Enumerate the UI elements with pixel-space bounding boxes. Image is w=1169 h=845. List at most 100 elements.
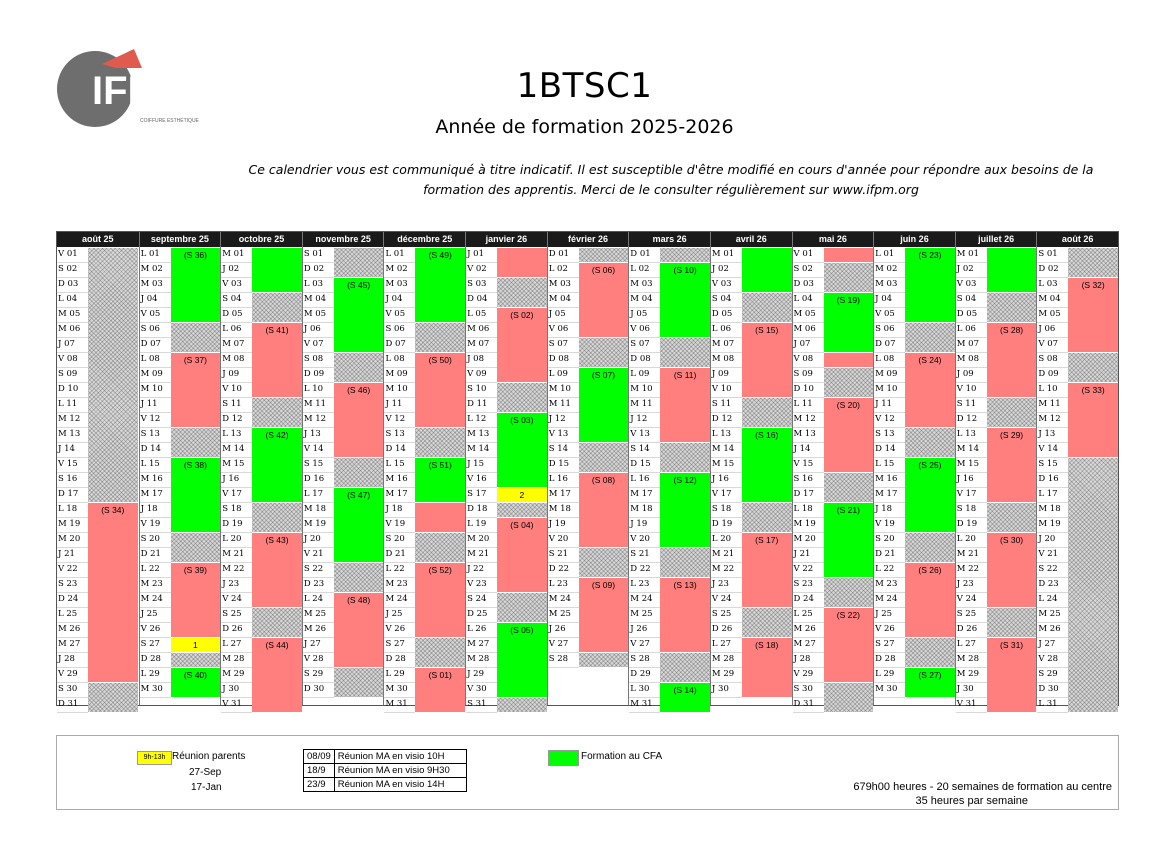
day-row-line xyxy=(629,472,661,473)
day-row-line xyxy=(547,592,579,593)
day-row-line xyxy=(792,427,824,428)
month-column: mai 26 V 01 S 02 D 03 L 04 M 05 M 06 J 07 V 08 S … xyxy=(791,232,874,713)
week-label: (S 48) xyxy=(347,595,371,605)
schedule-block-hatch xyxy=(986,292,1037,322)
day-row-line xyxy=(466,352,498,353)
day-row-line xyxy=(1037,292,1069,293)
day-row-line xyxy=(547,577,579,578)
day-label: M 18 xyxy=(630,504,653,514)
schedule-block-hatch xyxy=(170,532,221,562)
day-label: J 01 xyxy=(467,249,484,259)
schedule-block-red: (S 39) xyxy=(170,562,221,637)
day-label: J 08 xyxy=(467,354,484,364)
day-label: L 23 xyxy=(548,579,568,589)
day-row-line xyxy=(139,277,171,278)
day-row-line xyxy=(955,712,987,713)
day-label: J 18 xyxy=(140,504,158,514)
day-row-line xyxy=(221,382,253,383)
schedule-block-green: (S 49) xyxy=(415,247,466,322)
schedule-block-red xyxy=(823,247,874,262)
day-row-line xyxy=(384,292,416,293)
day-label: S 04 xyxy=(711,294,732,304)
meetings-table: 08/09 Réunion MA en visio 10H 18/9 Réunion… xyxy=(303,749,467,792)
day-label: D 08 xyxy=(548,354,570,364)
day-row-line xyxy=(1037,532,1069,533)
day-label: M 02 xyxy=(875,264,898,274)
schedule-block-hatch xyxy=(1068,247,1118,277)
day-label: V 01 xyxy=(793,249,814,259)
day-row-line xyxy=(57,682,88,683)
day-label: M 11 xyxy=(1038,399,1061,409)
day-label: D 29 xyxy=(630,669,651,679)
day-row-line xyxy=(1037,352,1069,353)
schedule-block-red: (S 24) xyxy=(905,352,955,427)
schedule-block-green: (S 36) xyxy=(170,247,221,322)
day-label: V 20 xyxy=(548,534,569,544)
day-row-line xyxy=(1037,397,1069,398)
day-label: S 27 xyxy=(385,639,405,649)
day-row-line xyxy=(221,397,253,398)
day-label: D 31 xyxy=(58,699,79,709)
day-label: M 14 xyxy=(467,444,490,454)
day-label: L 15 xyxy=(385,459,405,469)
day-label: M 23 xyxy=(875,579,898,589)
day-label: S 06 xyxy=(385,324,405,334)
day-label: M 03 xyxy=(875,279,898,289)
day-label: D 05 xyxy=(711,309,733,319)
day-label: L 08 xyxy=(875,354,895,364)
day-label: M 15 xyxy=(222,459,245,469)
day-label: S 02 xyxy=(793,264,813,274)
day-row-line xyxy=(302,262,334,263)
day-row-line xyxy=(629,712,661,713)
day-label: S 01 xyxy=(1038,249,1058,259)
day-row-line xyxy=(955,622,987,623)
day-label: S 23 xyxy=(58,579,78,589)
week-label: (S 36) xyxy=(183,250,207,260)
day-label: L 12 xyxy=(467,414,487,424)
month-header: mars 26 xyxy=(629,232,710,247)
day-row-line xyxy=(629,427,661,428)
day-label: J 06 xyxy=(303,324,321,334)
day-label: V 03 xyxy=(711,279,732,289)
day-row-line xyxy=(955,307,987,308)
day-row-line xyxy=(384,352,416,353)
day-row-line xyxy=(466,442,498,443)
day-label: M 03 xyxy=(548,279,571,289)
day-row-line xyxy=(57,337,88,338)
day-row-line xyxy=(710,577,742,578)
schedule-block-green: (S 42) xyxy=(252,427,302,502)
day-label: L 25 xyxy=(58,609,78,619)
day-label: L 22 xyxy=(385,564,405,574)
day-row-line xyxy=(547,292,579,293)
day-row-line xyxy=(547,472,579,473)
day-row-line xyxy=(57,322,88,323)
day-label: D 05 xyxy=(222,309,243,319)
schedule-block-green: (S 51) xyxy=(415,457,466,502)
day-row-line xyxy=(874,472,906,473)
day-label: L 09 xyxy=(630,369,650,379)
day-row-line xyxy=(710,262,742,263)
day-row-line xyxy=(466,412,498,413)
day-row-line xyxy=(792,682,824,683)
schedule-block-hatch xyxy=(333,457,384,487)
day-label: V 15 xyxy=(58,459,78,469)
day-label: S 30 xyxy=(793,684,813,694)
day-row-line xyxy=(384,412,416,413)
day-label: J 13 xyxy=(303,429,321,439)
month-header: avril 26 xyxy=(710,232,792,247)
meeting-date: 23/9 xyxy=(303,777,335,792)
day-row-line xyxy=(466,292,498,293)
page-title: 1BTSC1 xyxy=(516,66,653,106)
day-label: M 29 xyxy=(956,669,979,679)
day-row-line xyxy=(384,367,416,368)
schedule-block-red: (S 48) xyxy=(333,592,384,667)
day-label: M 23 xyxy=(385,579,408,589)
day-row-line xyxy=(629,487,661,488)
day-row-line xyxy=(955,427,987,428)
day-label: V 14 xyxy=(303,444,324,454)
day-row-line xyxy=(874,652,906,653)
day-label: J 12 xyxy=(548,414,566,424)
day-label: V 07 xyxy=(1038,339,1059,349)
day-label: S 25 xyxy=(222,609,242,619)
day-row-line xyxy=(466,382,498,383)
